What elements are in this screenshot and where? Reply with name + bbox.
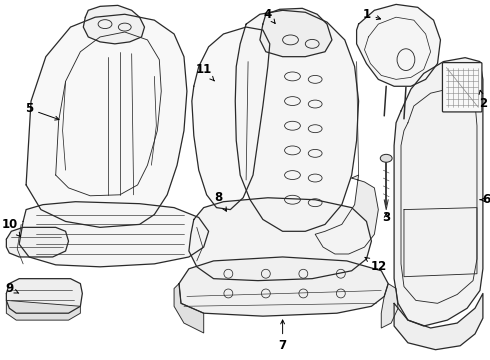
Text: 7: 7 (278, 320, 287, 352)
Text: 10: 10 (1, 218, 21, 237)
Text: 3: 3 (382, 211, 390, 224)
Polygon shape (6, 228, 69, 257)
FancyBboxPatch shape (442, 63, 482, 112)
Text: 2: 2 (479, 90, 487, 109)
Polygon shape (83, 5, 145, 44)
Polygon shape (235, 10, 359, 231)
Polygon shape (357, 4, 441, 86)
Polygon shape (19, 202, 209, 267)
Polygon shape (192, 27, 270, 210)
Text: 4: 4 (264, 8, 275, 23)
Polygon shape (174, 284, 204, 333)
Polygon shape (179, 257, 388, 316)
Polygon shape (315, 175, 378, 254)
Text: 5: 5 (25, 103, 59, 120)
Text: 11: 11 (196, 63, 214, 81)
Text: 1: 1 (363, 8, 381, 21)
Polygon shape (394, 293, 483, 350)
Text: 8: 8 (214, 191, 226, 211)
Polygon shape (260, 8, 332, 57)
Ellipse shape (380, 154, 392, 162)
Text: 6: 6 (480, 193, 490, 206)
Text: 12: 12 (365, 257, 387, 273)
Polygon shape (394, 58, 483, 326)
Polygon shape (6, 300, 80, 320)
Polygon shape (26, 14, 187, 228)
Text: 9: 9 (5, 282, 19, 295)
Polygon shape (189, 198, 371, 281)
Polygon shape (6, 279, 82, 313)
Polygon shape (381, 284, 398, 328)
